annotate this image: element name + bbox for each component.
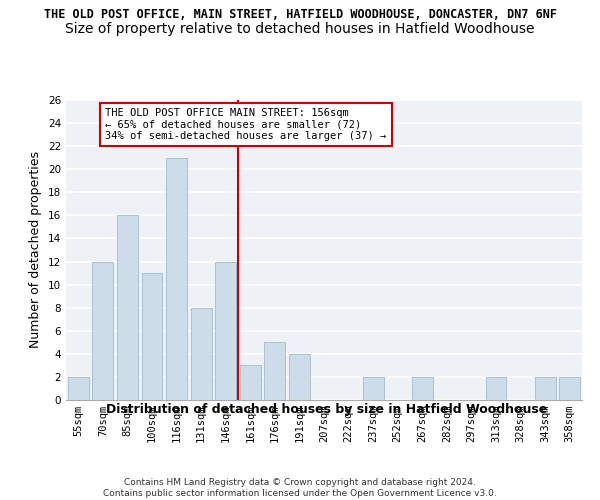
Bar bbox=[215, 262, 236, 400]
Text: Contains HM Land Registry data © Crown copyright and database right 2024.
Contai: Contains HM Land Registry data © Crown c… bbox=[103, 478, 497, 498]
Bar bbox=[142, 273, 163, 400]
Bar bbox=[68, 377, 89, 400]
Bar bbox=[265, 342, 286, 400]
Bar bbox=[117, 216, 138, 400]
Bar bbox=[362, 377, 383, 400]
Bar bbox=[412, 377, 433, 400]
Text: THE OLD POST OFFICE MAIN STREET: 156sqm
← 65% of detached houses are smaller (72: THE OLD POST OFFICE MAIN STREET: 156sqm … bbox=[106, 108, 386, 142]
Text: Distribution of detached houses by size in Hatfield Woodhouse: Distribution of detached houses by size … bbox=[106, 402, 548, 415]
Bar bbox=[535, 377, 556, 400]
Text: Size of property relative to detached houses in Hatfield Woodhouse: Size of property relative to detached ho… bbox=[65, 22, 535, 36]
Bar bbox=[92, 262, 113, 400]
Bar bbox=[166, 158, 187, 400]
Bar bbox=[559, 377, 580, 400]
Bar bbox=[289, 354, 310, 400]
Bar bbox=[485, 377, 506, 400]
Bar bbox=[240, 366, 261, 400]
Text: THE OLD POST OFFICE, MAIN STREET, HATFIELD WOODHOUSE, DONCASTER, DN7 6NF: THE OLD POST OFFICE, MAIN STREET, HATFIE… bbox=[44, 8, 557, 20]
Bar bbox=[191, 308, 212, 400]
Y-axis label: Number of detached properties: Number of detached properties bbox=[29, 152, 43, 348]
